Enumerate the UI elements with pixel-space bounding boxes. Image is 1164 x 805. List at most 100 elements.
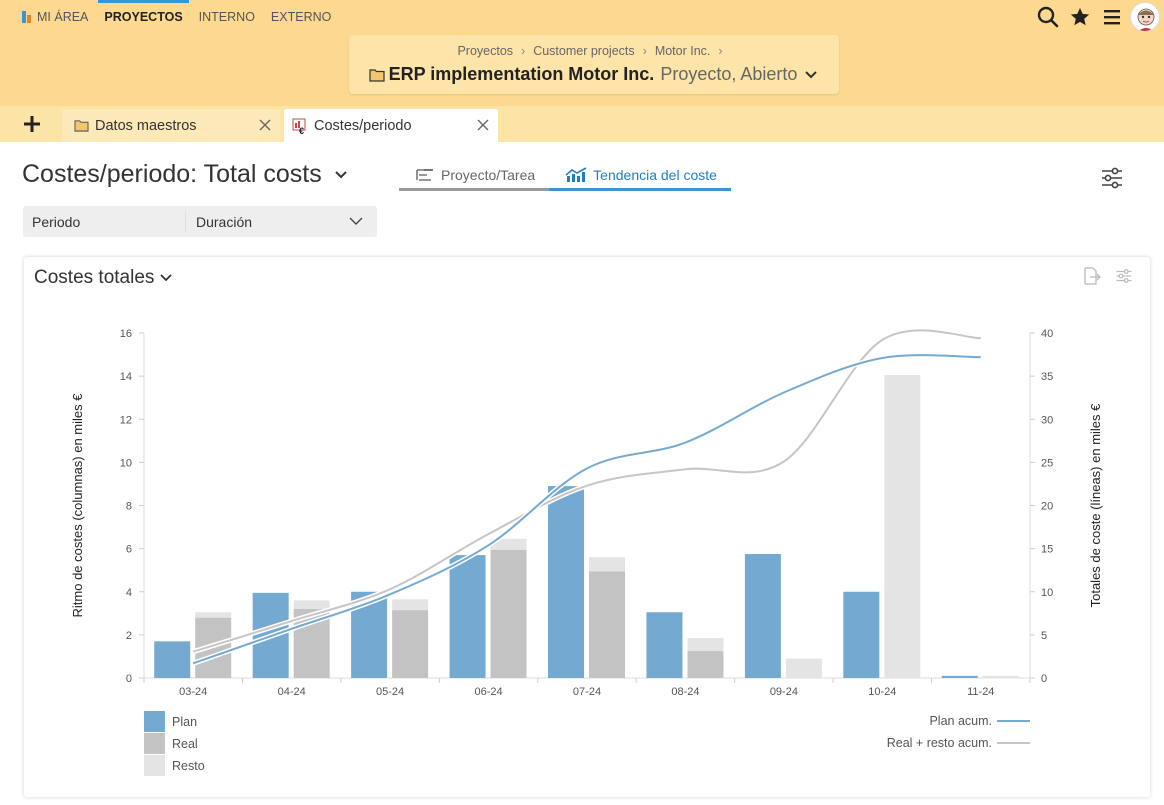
plus-icon bbox=[24, 116, 40, 132]
bar-plan bbox=[154, 641, 191, 678]
project-header: Proyectos › Customer projects › Motor Inc. › … bbox=[349, 35, 839, 94]
bar-resto bbox=[785, 658, 822, 678]
bar-plan bbox=[646, 612, 683, 678]
chart-legend: Plan Real Resto Plan acum. Real + resto acum… bbox=[144, 711, 1030, 776]
y2-tick-label: 25 bbox=[1041, 457, 1053, 469]
chart-title[interactable]: Costes totales bbox=[34, 267, 173, 289]
breadcrumb-separator: › bbox=[642, 44, 647, 58]
project-title[interactable]: ERP implementation Motor Inc. Proyecto, … bbox=[349, 64, 839, 85]
close-icon[interactable] bbox=[476, 118, 490, 132]
page-title[interactable]: Costes/periodo: Total costs bbox=[22, 160, 348, 189]
tab-proyecto-tarea[interactable]: Proyecto/Tarea bbox=[399, 162, 550, 191]
y-tick-label: 6 bbox=[126, 544, 132, 556]
add-tab-button[interactable] bbox=[14, 106, 50, 142]
bar-plan bbox=[843, 591, 880, 678]
nav-item-label: INTERNO bbox=[198, 10, 255, 24]
breadcrumb-item[interactable]: Customer projects bbox=[533, 44, 635, 58]
legend-label: Plan acum. bbox=[929, 714, 992, 728]
line-real-resto-acum bbox=[192, 329, 981, 653]
tab-label: Datos maestros bbox=[95, 117, 197, 134]
y2-tick-label: 35 bbox=[1041, 371, 1053, 383]
bar-resto bbox=[195, 612, 232, 618]
legend-label: Real bbox=[172, 737, 198, 751]
top-bar: MI ÁREA PROYECTOS INTERNO EXTERNO Proyec… bbox=[0, 0, 1164, 106]
my-area-icon bbox=[22, 11, 33, 23]
bar-plan bbox=[941, 675, 978, 678]
bar-resto bbox=[884, 375, 921, 678]
bar-resto bbox=[589, 557, 625, 572]
page-title-text: Costes/periodo: Total costs bbox=[22, 160, 322, 188]
x-tick-label: 11-24 bbox=[967, 686, 994, 698]
bar-resto bbox=[490, 538, 527, 550]
cost-trend-chart: 0 2 4 6 8 10 12 14 16 0 5 10 15 20 25 30 35 40 03-24 04-24 0… bbox=[70, 327, 1103, 776]
view-tab-label: Tendencia del coste bbox=[593, 167, 717, 183]
tab-label: Costes/periodo bbox=[314, 117, 412, 134]
y2-tick-label: 10 bbox=[1041, 587, 1053, 599]
breadcrumb-separator: › bbox=[521, 44, 526, 58]
y-tick-label: 12 bbox=[120, 414, 132, 426]
y-tick-label: 4 bbox=[126, 587, 132, 599]
nav-item-proyectos[interactable]: PROYECTOS bbox=[98, 0, 189, 34]
x-tick-label: 07-24 bbox=[573, 686, 601, 698]
y-tick-label: 14 bbox=[120, 371, 132, 383]
x-tick-label: 10-24 bbox=[868, 686, 896, 698]
bar-plan bbox=[548, 486, 584, 678]
chart-lines bbox=[192, 327, 981, 666]
export-icon[interactable] bbox=[1076, 265, 1108, 287]
y2-tick-label: 15 bbox=[1041, 544, 1053, 556]
legend-swatch bbox=[144, 733, 165, 754]
bar-real bbox=[687, 651, 724, 678]
y-axis-title: Ritmo de costes (columnas) en miles € bbox=[70, 393, 85, 618]
y-tick-label: 2 bbox=[126, 630, 132, 642]
legend-swatch bbox=[144, 711, 165, 732]
chart-title-text: Costes totales bbox=[34, 267, 155, 288]
period-select-value: Duración bbox=[196, 213, 253, 230]
nav-item-mi-area[interactable]: MI ÁREA bbox=[22, 0, 88, 34]
tab-tendencia-del-coste[interactable]: Tendencia del coste bbox=[549, 162, 731, 191]
nav-item-label: PROYECTOS bbox=[104, 10, 183, 24]
tab-bar: Datos maestros € Costes/periodo bbox=[0, 106, 1164, 142]
folder-icon bbox=[369, 68, 385, 82]
chevron-down-icon bbox=[805, 70, 818, 78]
breadcrumb: Proyectos › Customer projects › Motor Inc. › bbox=[349, 44, 839, 58]
chart-settings-icon[interactable] bbox=[1108, 265, 1140, 287]
main-content: Costes/periodo: Total costs Proyecto/Tar… bbox=[0, 142, 1164, 805]
legend-label: Plan bbox=[172, 715, 197, 729]
breadcrumb-item[interactable]: Motor Inc. bbox=[654, 44, 711, 58]
tab-costes-periodo[interactable]: € Costes/periodo bbox=[284, 109, 498, 142]
bar-real bbox=[392, 610, 429, 678]
nav-item-externo[interactable]: EXTERNO bbox=[271, 0, 331, 34]
avatar[interactable] bbox=[1130, 2, 1160, 32]
x-tick-label: 08-24 bbox=[671, 686, 699, 698]
bar-resto bbox=[982, 675, 1019, 678]
tab-datos-maestros[interactable]: Datos maestros bbox=[62, 109, 280, 142]
line-plan-acum bbox=[192, 354, 981, 665]
y-tick-label: 8 bbox=[126, 501, 132, 513]
x-tick-label: 09-24 bbox=[770, 686, 798, 698]
bar-real bbox=[490, 549, 527, 678]
nav-item-label: MI ÁREA bbox=[37, 10, 89, 24]
breadcrumb-item[interactable]: Proyectos bbox=[457, 44, 514, 58]
nav-item-interno[interactable]: INTERNO bbox=[199, 0, 255, 34]
y2-tick-label: 5 bbox=[1041, 630, 1047, 642]
search-icon[interactable] bbox=[1032, 1, 1064, 33]
tree-list-icon bbox=[416, 169, 433, 181]
y2-tick-label: 40 bbox=[1041, 328, 1053, 340]
trend-chart-icon bbox=[565, 167, 587, 182]
chart-axes: 0 2 4 6 8 10 12 14 16 0 5 10 15 20 25 30 35 40 03-24 04-24 0… bbox=[70, 328, 1103, 698]
x-tick-label: 03-24 bbox=[179, 686, 207, 698]
bar-plan bbox=[449, 555, 486, 678]
legend-label: Real + resto acum. bbox=[887, 736, 992, 750]
bar-real bbox=[589, 571, 625, 678]
period-select[interactable]: Duración bbox=[186, 214, 377, 230]
y-tick-label: 16 bbox=[120, 328, 132, 340]
view-settings-icon[interactable] bbox=[1100, 166, 1124, 195]
project-name: ERP implementation Motor Inc. bbox=[388, 64, 655, 84]
chart-card-actions bbox=[1076, 265, 1140, 287]
legend-label: Resto bbox=[172, 759, 205, 773]
menu-icon[interactable] bbox=[1096, 1, 1128, 33]
star-icon[interactable] bbox=[1064, 1, 1096, 33]
view-tab-label: Proyecto/Tarea bbox=[441, 167, 536, 183]
main-nav: MI ÁREA PROYECTOS INTERNO EXTERNO bbox=[0, 0, 347, 34]
close-icon[interactable] bbox=[258, 118, 272, 132]
